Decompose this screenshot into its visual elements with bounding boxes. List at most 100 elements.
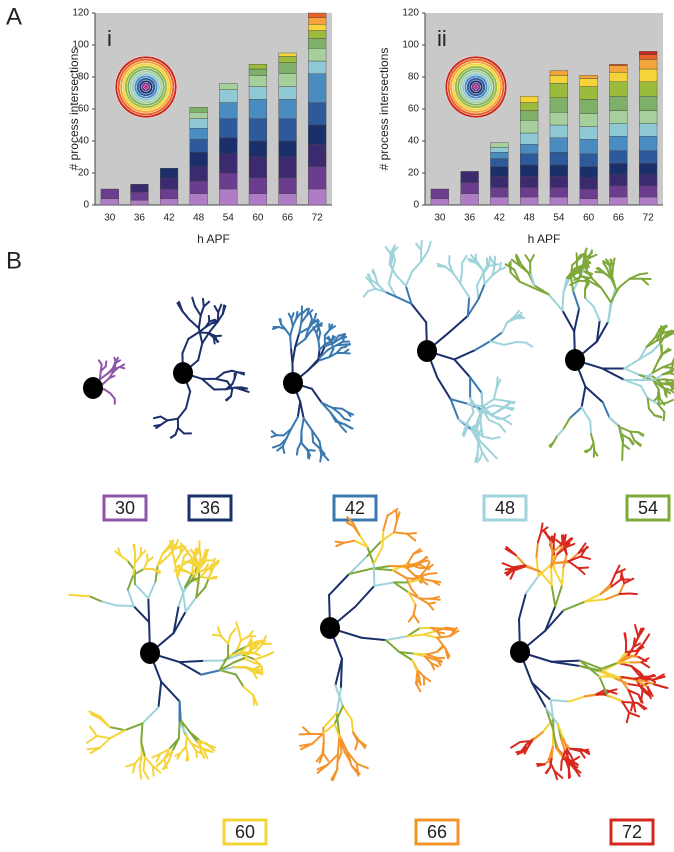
y-tick-label: 60 <box>78 104 90 115</box>
dendrite <box>383 290 397 298</box>
dendrite <box>570 762 579 769</box>
dendrite <box>372 545 384 565</box>
dendrite <box>307 357 321 372</box>
dendrite <box>311 733 324 745</box>
dendrite <box>179 719 192 734</box>
dendrite <box>160 680 181 703</box>
y-tick-label: 80 <box>78 72 90 83</box>
bar-segment <box>189 118 208 129</box>
dendrite <box>470 428 480 443</box>
soma <box>283 372 303 394</box>
sholl-center <box>144 85 148 89</box>
panel-label: A <box>6 3 22 30</box>
dendrite <box>611 265 615 277</box>
dendrite <box>656 402 666 414</box>
dendrite <box>580 406 592 423</box>
dendrite <box>208 320 219 333</box>
dendrite <box>430 579 441 586</box>
dendrite <box>518 739 533 744</box>
dendrite <box>218 655 230 672</box>
dendrite <box>448 262 455 275</box>
dendrite <box>197 555 205 567</box>
dendrite <box>487 418 501 426</box>
dendrite <box>167 749 174 763</box>
dendrite <box>352 731 359 743</box>
dendrite <box>341 705 353 721</box>
bar-segment <box>159 188 179 199</box>
bar-segment <box>549 196 569 206</box>
dendrite <box>580 748 591 756</box>
dendrite <box>670 381 674 386</box>
dendrite <box>406 552 415 565</box>
bar-segment <box>579 78 598 87</box>
dendrite <box>321 741 325 756</box>
dendrite <box>309 312 313 321</box>
dendrite <box>598 675 609 697</box>
dendrite <box>199 749 206 759</box>
dendrite <box>661 362 673 369</box>
dendrite <box>568 406 583 420</box>
dendrite <box>469 376 483 395</box>
bar-segment <box>278 193 297 206</box>
dendrite <box>543 530 552 542</box>
dendrite <box>425 653 438 659</box>
dendrite <box>203 749 209 760</box>
dendrite <box>182 591 187 613</box>
soma <box>565 349 585 371</box>
dendrite <box>516 749 527 756</box>
dendrite <box>623 701 639 704</box>
dendrite <box>239 644 249 654</box>
bar-segment <box>639 81 658 97</box>
dendrite <box>125 762 136 768</box>
bar-segment <box>490 196 509 206</box>
dendrite <box>147 580 157 600</box>
dendrite <box>391 249 397 262</box>
dendrite <box>195 568 206 574</box>
dendrite <box>354 740 359 751</box>
bar-segment <box>490 147 509 153</box>
dendrite <box>369 281 377 290</box>
dendrite <box>202 548 207 558</box>
dendrite <box>329 411 337 423</box>
bar-segment <box>248 68 268 76</box>
dendrite <box>562 534 566 545</box>
bar-segment <box>639 150 658 164</box>
dendrite <box>341 426 348 433</box>
dendrite <box>556 545 568 556</box>
dendrite <box>312 441 321 450</box>
dendrite <box>614 568 626 575</box>
dendrite <box>142 769 150 780</box>
dendrite <box>655 331 662 342</box>
dendrite <box>530 731 544 742</box>
dendrite <box>322 711 338 729</box>
dendrite <box>659 344 663 355</box>
dendrite <box>200 669 221 676</box>
dendrite <box>390 259 397 273</box>
bar-segment <box>520 95 539 103</box>
bar-segment <box>189 107 208 113</box>
dendrite <box>481 451 489 463</box>
dendrite <box>601 401 611 419</box>
dendrite <box>398 650 414 662</box>
dendrite <box>299 400 305 420</box>
bar-segment <box>278 118 297 142</box>
dendrite <box>646 397 659 405</box>
dendrite <box>623 378 642 387</box>
bar-segment <box>278 99 297 119</box>
dendrite <box>338 412 346 420</box>
dendrite <box>524 254 532 264</box>
bar-segment <box>248 99 268 119</box>
bar-segment <box>490 142 509 148</box>
dendrite <box>184 596 198 613</box>
dendrite <box>95 735 112 740</box>
dendrite <box>481 435 494 440</box>
dendrite <box>328 572 351 597</box>
stage-box <box>222 818 268 846</box>
soma <box>140 642 160 664</box>
dendrite <box>661 372 672 376</box>
dendrite <box>475 273 484 287</box>
dendrite <box>561 566 565 586</box>
dendrite <box>326 753 339 766</box>
dendrite <box>638 272 649 276</box>
bar-segment <box>520 132 539 145</box>
